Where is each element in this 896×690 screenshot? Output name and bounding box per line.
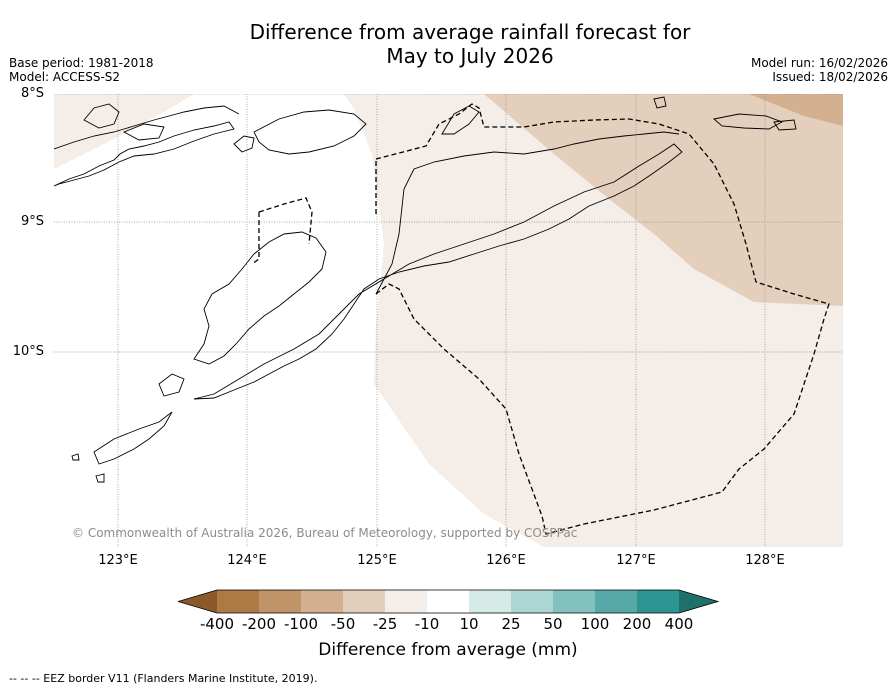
colorbar-segment (259, 590, 301, 613)
colorbar-tick: 50 (543, 615, 563, 633)
colorbar-tick: -100 (283, 615, 319, 633)
coastlines (54, 96, 797, 483)
coastline-wetar (441, 105, 480, 135)
lon-label-124e: 124°E (227, 553, 267, 568)
lat-label-10s: 10°S (12, 344, 44, 359)
copyright-notice: © Commonwealth of Australia 2026, Bureau… (72, 526, 578, 540)
coastline-island-east-1 (713, 113, 784, 130)
model-name: Model: ACCESS-S2 (9, 70, 121, 84)
colorbar-segment (343, 590, 385, 613)
issued-date: Issued: 18/02/2026 (772, 70, 888, 84)
lat-label-9s: 9°S (20, 214, 44, 229)
region-dark-brown (749, 94, 843, 126)
colorbar-tick: -10 (414, 615, 440, 633)
lon-label-127e: 127°E (616, 553, 656, 568)
lon-label-125e: 125°E (357, 553, 397, 568)
eez-border-north (375, 103, 830, 535)
chart-title: Difference from average rainfall forecas… (170, 20, 770, 68)
lat-label-8s: 8°S (20, 86, 44, 101)
coastline-savu (93, 411, 173, 465)
gridlines (54, 94, 843, 547)
colorbar-arrow-low (178, 590, 217, 613)
coastline-flores-alor (54, 121, 235, 187)
model-run: Model run: 16/02/2026 (750, 56, 888, 70)
colorbar-tick: 100 (580, 615, 610, 633)
colorbar-segment (469, 590, 511, 613)
coastline-island-east-3 (773, 119, 797, 131)
colorbar-segment (511, 590, 553, 613)
colorbar-tick: 25 (501, 615, 521, 633)
colorbar-tick: 400 (664, 615, 694, 633)
coastline-rote (158, 373, 185, 397)
lon-label-128e: 128°E (745, 553, 785, 568)
base-period: Base period: 1981-2018 (9, 56, 154, 70)
lon-label-123e: 123°E (98, 553, 138, 568)
colorbar-tick: -25 (372, 615, 398, 633)
colorbar-outline (178, 589, 720, 614)
eez-border-west-enclave (258, 197, 313, 245)
colorbar-segment (553, 590, 595, 613)
coastline-pantar (233, 135, 255, 153)
colorbar-tick: -50 (330, 615, 356, 633)
colorbar-segment (637, 590, 679, 613)
colorbar-segment (595, 590, 637, 613)
coastline-small-island-2 (122, 123, 165, 141)
colorbar-segment (427, 590, 469, 613)
eez-border-west-enclave-side (251, 212, 260, 265)
coastline-small-island-3 (71, 453, 80, 461)
colorbar-segment (301, 590, 343, 613)
title-line-2: May to July 2026 (386, 44, 554, 68)
meta-left: Base period: 1981-2018 Model: ACCESS-S2 (9, 56, 154, 84)
lon-label-126e: 126°E (486, 553, 526, 568)
colorbar-arrow-high (679, 590, 718, 613)
colorbar-tick: -200 (241, 615, 277, 633)
colorbar-tick: -400 (199, 615, 235, 633)
colorbar-segment (385, 590, 427, 613)
eez-border (251, 103, 830, 535)
colorbar (178, 589, 720, 614)
region-mid-brown (484, 94, 843, 306)
colorbar-label: Difference from average (mm) (318, 640, 578, 660)
coastline-west-timor (193, 231, 327, 365)
colorbar-tick: 10 (459, 615, 479, 633)
colorbar-segment (217, 590, 259, 613)
meta-right: Model run: 16/02/2026 Issued: 18/02/2026 (751, 56, 888, 84)
colorbar-tick: 200 (622, 615, 652, 633)
coastline-timor-north (375, 131, 680, 295)
coastline-flores-north (54, 105, 240, 150)
coastline-timor (193, 143, 683, 400)
coastline-alor (253, 109, 367, 155)
rainfall-map (54, 94, 843, 547)
coastline-island-east-2 (653, 96, 667, 109)
region-light-brown-west (54, 94, 194, 169)
title-line-1: Difference from average rainfall forecas… (249, 20, 691, 44)
coastline-small-island-4 (95, 473, 105, 483)
coastline-small-island-1 (83, 103, 120, 129)
eez-footer-note: -- -- -- EEZ border V11 (Flanders Marine… (9, 672, 318, 685)
